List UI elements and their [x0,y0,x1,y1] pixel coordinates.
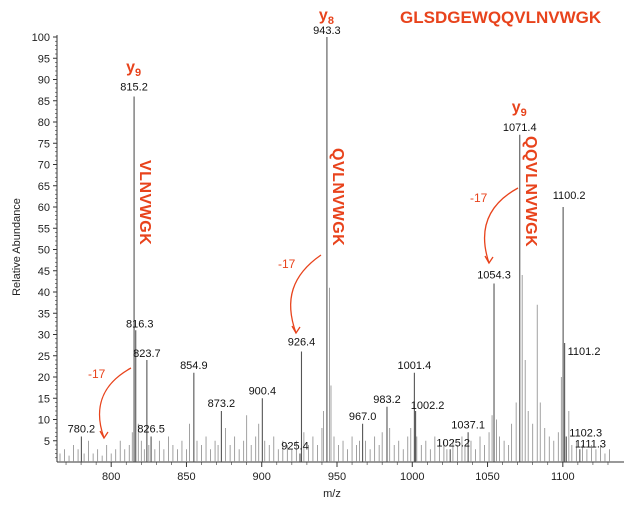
peak-label-925-4: 925.4 [281,441,309,453]
y-tick-label: 75 [38,138,50,150]
y-tick-label: 5 [44,436,50,448]
peak-label-854-9: 854.9 [180,360,208,372]
y-axis-label: Relative Abundance [11,198,23,296]
neutral-loss-label: -17 [278,257,296,271]
y-tick-label: 95 [38,53,50,65]
y-tick-label: 55 [38,223,50,235]
peak-label-1101-2: 1101.2 [568,346,601,358]
ion-label: y9 [126,59,141,79]
x-tick-label: 1100 [551,471,575,483]
minor-peaks-layer [59,275,610,462]
sequence-label-vlnvwgk: VLNVWGK [136,160,153,245]
labeled-peaks-layer [80,37,581,462]
peak-label-1111-3: 1111.3 [575,438,606,450]
sequence-label-qqvlnvwgk: QQVLNVWGK [522,136,539,247]
y-tick-label: 35 [38,308,50,320]
arrow-head [291,325,301,335]
peak-label-1071-4: 1071.4 [503,122,537,134]
ion-label: y8 [319,7,334,27]
peak-label-1100-2: 1100.2 [553,190,586,202]
peak-label-873-2: 873.2 [208,398,236,410]
peak-label-1001-4: 1001.4 [398,360,432,372]
sequence-label-qvlnvwgk: QVLNVWGK [329,148,346,246]
annotations-layer: y9 y8 y9 VLNVWGK QVLNVWGK QQVLNVWGK -17 -17 -17 [88,7,539,440]
peak-label-983-2: 983.2 [373,394,401,406]
y-tick-label: 90 [38,75,50,87]
peak-label-1054-3: 1054.3 [477,270,511,282]
peptide-sequence-title: GLSDGEWQQVLNVWGK [400,8,602,27]
peak-label-826-5: 826.5 [137,424,165,436]
peak-label-943-3: 943.3 [313,25,341,37]
ion-label: y9 [512,99,527,119]
arrow-head [484,255,494,265]
y-tick-label: 100 [32,32,50,44]
y-tick-label: 70 [38,160,50,172]
peak-label-780-2: 780.2 [68,424,96,436]
peak-labels-layer: 780.2 815.2 816.3 823.7 826.5 854.9 873.2 900.4… [68,25,606,453]
neutral-loss-arrow [98,367,132,439]
axes-layer: 5 10 15 20 25 30 35 40 45 50 55 60 65 70 75 80 85 90 95 100… [32,32,624,483]
peak-label-816-3: 816.3 [126,318,154,330]
y-tick-label: 45 [38,266,50,278]
peak-label-1002-2: 1002.2 [411,400,445,412]
peak-label-1102-3: 1102.3 [569,428,602,440]
x-tick-label: 900 [253,471,271,483]
y-tick-label: 25 [38,351,50,363]
y-tick-label: 65 [38,181,50,193]
neutral-loss-arrow [483,187,519,264]
peak-label-926-4: 926.4 [288,337,316,349]
y-tick-label: 85 [38,96,50,108]
neutral-loss-label: -17 [470,191,488,205]
x-tick-label: 1050 [475,471,499,483]
neutral-loss-label: -17 [88,367,106,381]
peak-label-900-4: 900.4 [249,385,277,397]
neutral-loss-arrow [289,254,322,334]
peak-label-815-2: 815.2 [120,82,148,94]
y-tick-label: 10 [38,415,50,427]
x-tick-label: 800 [102,471,120,483]
y-tick-label: 30 [38,330,50,342]
y-tick-label: 60 [38,202,50,214]
y-tick-label: 15 [38,393,50,405]
x-tick-label: 850 [177,471,195,483]
peak-label-967-0: 967.0 [349,411,377,423]
x-tick-label: 950 [328,471,346,483]
peak-label-1037-1: 1037.1 [451,419,485,431]
y-tick-label: 40 [38,287,50,299]
arrow-head [99,430,109,440]
y-tick-label: 20 [38,372,50,384]
x-axis-label: m/z [323,488,341,500]
peak-label-823-7: 823.7 [133,348,161,360]
x-tick-label: 1000 [400,471,424,483]
y-tick-label: 80 [38,117,50,129]
y-tick-label: 50 [38,245,50,257]
peak-label-1025-2: 1025.2 [436,437,470,449]
